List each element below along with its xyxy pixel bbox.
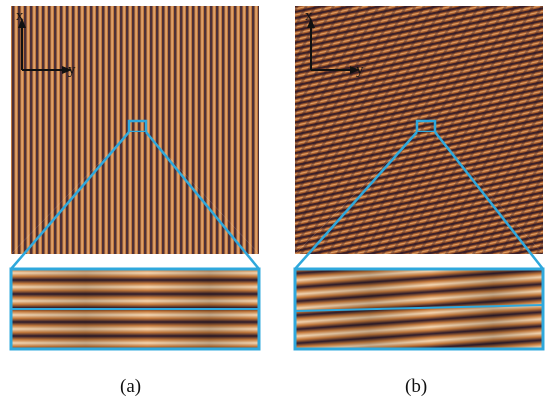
panel-b-zoom-cone: [294, 131, 544, 270]
panel-a-x-label: x: [16, 8, 24, 24]
panel-b-x-label: x: [305, 8, 313, 24]
panel-a-axes-indicator: x y: [16, 8, 76, 78]
panel-b: x y (b): [293, 6, 545, 397]
panel-b-y-label: y: [356, 62, 364, 78]
panel-a-zoom-inset: [9, 267, 261, 351]
panel-a: x y (a): [9, 6, 261, 397]
panel-b-axes-indicator: x y: [305, 8, 364, 78]
panel-a-y-label: y: [68, 62, 76, 78]
panel-b-zoom-inset: [293, 267, 545, 351]
panel-b-caption: (b): [405, 376, 427, 397]
panel-a-caption: (a): [120, 376, 141, 397]
